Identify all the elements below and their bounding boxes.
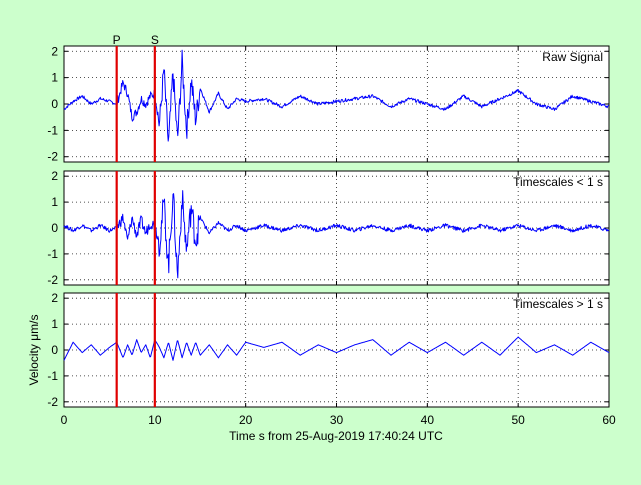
arrival-label-s: S: [151, 33, 159, 47]
y-tick-label: 1: [51, 71, 58, 85]
panel-title: Timescales < 1 s: [513, 175, 603, 189]
x-axis-label: Time s from 25-Aug-2019 17:40:24 UTC: [229, 429, 443, 443]
y-tick-label: -1: [47, 369, 58, 383]
y-tick-label: -1: [47, 123, 58, 137]
y-tick-label: -2: [47, 150, 58, 164]
panel-title: Raw Signal: [542, 50, 603, 64]
y-tick-label: -2: [47, 395, 58, 409]
y-tick-label: -1: [47, 247, 58, 261]
arrival-label-p: P: [113, 33, 121, 47]
x-tick-label: 30: [330, 413, 344, 427]
x-tick-label: 0: [61, 413, 68, 427]
y-tick-label: 0: [51, 97, 58, 111]
y-tick-label: 1: [51, 195, 58, 209]
x-tick-label: 60: [602, 413, 616, 427]
y-axis-label: Velocity μm/s: [27, 315, 41, 386]
y-tick-label: 1: [51, 317, 58, 331]
y-tick-label: -2: [47, 273, 58, 287]
panel-3: -2 -1 0 1 2 Timescales > 1 s 0 10 20 30 40 50 60: [47, 291, 616, 427]
y-tick-label: 0: [51, 343, 58, 357]
x-tick-label: 50: [511, 413, 525, 427]
y-tick-label: 2: [51, 169, 58, 183]
panel-2: -2 -1 0 1 2 Timescales < 1 s: [47, 169, 610, 287]
x-tick-label: 20: [239, 413, 253, 427]
y-tick-label: 0: [51, 221, 58, 235]
y-tick-label: 2: [51, 44, 58, 58]
y-tick-label: 2: [51, 291, 58, 305]
panel-title: Timescales > 1 s: [513, 297, 603, 311]
x-tick-label: 10: [148, 413, 162, 427]
x-tick-label: 40: [421, 413, 435, 427]
panel-1: -2 -1 0 1 2 Raw Signal: [47, 44, 610, 164]
